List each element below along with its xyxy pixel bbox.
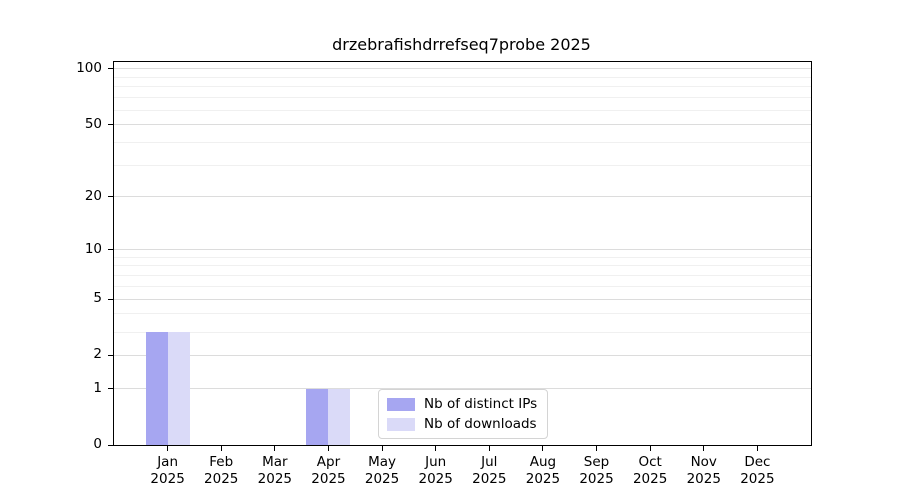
y-tick-label: 100 xyxy=(76,59,102,76)
minor-gridline xyxy=(114,76,811,78)
y-axis-labels: 0 1 2 5 10 20 50 100 xyxy=(0,59,113,452)
x-tick-mark xyxy=(649,446,651,451)
x-tick-month: Jun xyxy=(425,454,447,470)
chart-title: drzebrafishdrrefseq7probe 2025 xyxy=(332,35,591,54)
y-tick-label: 10 xyxy=(84,240,102,257)
x-tick-mark xyxy=(274,446,276,451)
x-tick-year: 2025 xyxy=(740,471,775,487)
x-tick-label: Jul 2025 xyxy=(457,454,521,488)
x-tick-label: Nov 2025 xyxy=(672,454,736,488)
x-tick-mark xyxy=(220,446,222,451)
x-tick-label: Oct 2025 xyxy=(618,454,682,488)
x-tick-label: Dec 2025 xyxy=(725,454,789,488)
x-tick-year: 2025 xyxy=(204,471,239,487)
y-tick-mark xyxy=(108,68,114,70)
x-tick-month: Aug xyxy=(529,454,557,470)
x-tick-month: Apr xyxy=(316,454,341,470)
minor-gridline xyxy=(114,86,811,88)
x-tick-mark xyxy=(596,446,598,451)
minor-gridline xyxy=(114,164,811,166)
x-tick-month: Jul xyxy=(481,454,498,470)
legend-label: Nb of downloads xyxy=(424,416,537,432)
x-tick-month: May xyxy=(368,454,397,470)
y-tick-label: 0 xyxy=(93,436,102,452)
major-gridline xyxy=(114,68,811,70)
x-tick-year: 2025 xyxy=(632,471,668,487)
major-gridline xyxy=(114,249,811,251)
minor-gridline xyxy=(114,256,811,258)
legend-entry: Nb of downloads xyxy=(387,416,537,432)
y-tick-label: 5 xyxy=(93,290,102,306)
x-tick-month: Jan xyxy=(157,454,179,470)
x-tick-mark xyxy=(167,446,169,451)
legend-label: Nb of distinct IPs xyxy=(424,396,538,412)
x-tick-year: 2025 xyxy=(472,471,507,487)
x-tick-year: 2025 xyxy=(150,471,185,487)
x-tick-label: Jun 2025 xyxy=(404,454,468,488)
x-tick-month: Dec xyxy=(744,454,771,470)
bar-nb-of-downloads xyxy=(167,332,190,445)
y-tick-label: 50 xyxy=(84,115,102,132)
y-tick-mark xyxy=(108,124,114,126)
y-tick-mark xyxy=(108,196,114,198)
major-gridline xyxy=(114,354,811,356)
minor-gridline xyxy=(114,313,811,315)
bar-nb-of-distinct-ips xyxy=(145,332,168,445)
x-tick-mark xyxy=(435,446,437,451)
x-tick-label: Mar 2025 xyxy=(243,454,307,488)
bar-nb-of-distinct-ips xyxy=(306,388,329,445)
x-tick-month: Mar xyxy=(262,454,288,470)
major-gridline xyxy=(114,124,811,126)
minor-gridline xyxy=(114,109,811,111)
legend-entry: Nb of distinct IPs xyxy=(387,396,537,412)
y-tick-mark xyxy=(108,354,114,356)
x-tick-label: May 2025 xyxy=(350,454,414,488)
x-tick-label: Sep 2025 xyxy=(565,454,629,488)
y-tick-label: 2 xyxy=(93,346,102,363)
y-tick-label: 20 xyxy=(84,187,102,204)
legend: Nb of distinct IPs Nb of downloads xyxy=(378,389,549,439)
y-tick-mark xyxy=(108,249,114,251)
minor-gridline xyxy=(114,265,811,267)
x-tick-month: Nov xyxy=(690,454,717,470)
x-tick-year: 2025 xyxy=(418,471,453,487)
x-tick-mark xyxy=(381,446,383,451)
x-tick-year: 2025 xyxy=(579,471,614,487)
x-tick-month: Sep xyxy=(583,454,610,470)
x-tick-mark xyxy=(756,446,758,451)
x-tick-month: Oct xyxy=(638,454,662,470)
x-tick-year: 2025 xyxy=(686,471,721,487)
x-tick-mark xyxy=(488,446,490,451)
x-tick-label: Feb 2025 xyxy=(189,454,253,488)
x-tick-year: 2025 xyxy=(311,471,346,487)
major-gridline xyxy=(114,196,811,198)
x-tick-year: 2025 xyxy=(525,471,561,487)
minor-gridline xyxy=(114,141,811,143)
x-tick-mark xyxy=(542,446,544,451)
y-tick-mark xyxy=(108,388,114,390)
bar-nb-of-downloads xyxy=(328,388,351,445)
minor-gridline xyxy=(114,97,811,99)
minor-gridline xyxy=(114,331,811,333)
x-tick-label: Apr 2025 xyxy=(296,454,360,488)
x-tick-mark xyxy=(703,446,705,451)
y-tick-mark xyxy=(108,298,114,300)
major-gridline xyxy=(114,298,811,300)
x-tick-label: Aug 2025 xyxy=(511,454,575,488)
x-tick-month: Feb xyxy=(209,454,234,470)
legend-swatch xyxy=(387,397,415,411)
x-tick-year: 2025 xyxy=(364,471,400,487)
x-tick-mark xyxy=(327,446,329,451)
plot-area: Nb of distinct IPs Nb of downloads Jan 202… xyxy=(108,61,812,487)
legend-swatch xyxy=(387,417,415,431)
y-tick-label: 1 xyxy=(93,379,102,396)
minor-gridline xyxy=(114,285,811,287)
y-tick-mark xyxy=(108,444,114,446)
x-tick-label: Jan 2025 xyxy=(136,454,200,488)
minor-gridline xyxy=(114,275,811,277)
x-tick-year: 2025 xyxy=(257,471,293,487)
